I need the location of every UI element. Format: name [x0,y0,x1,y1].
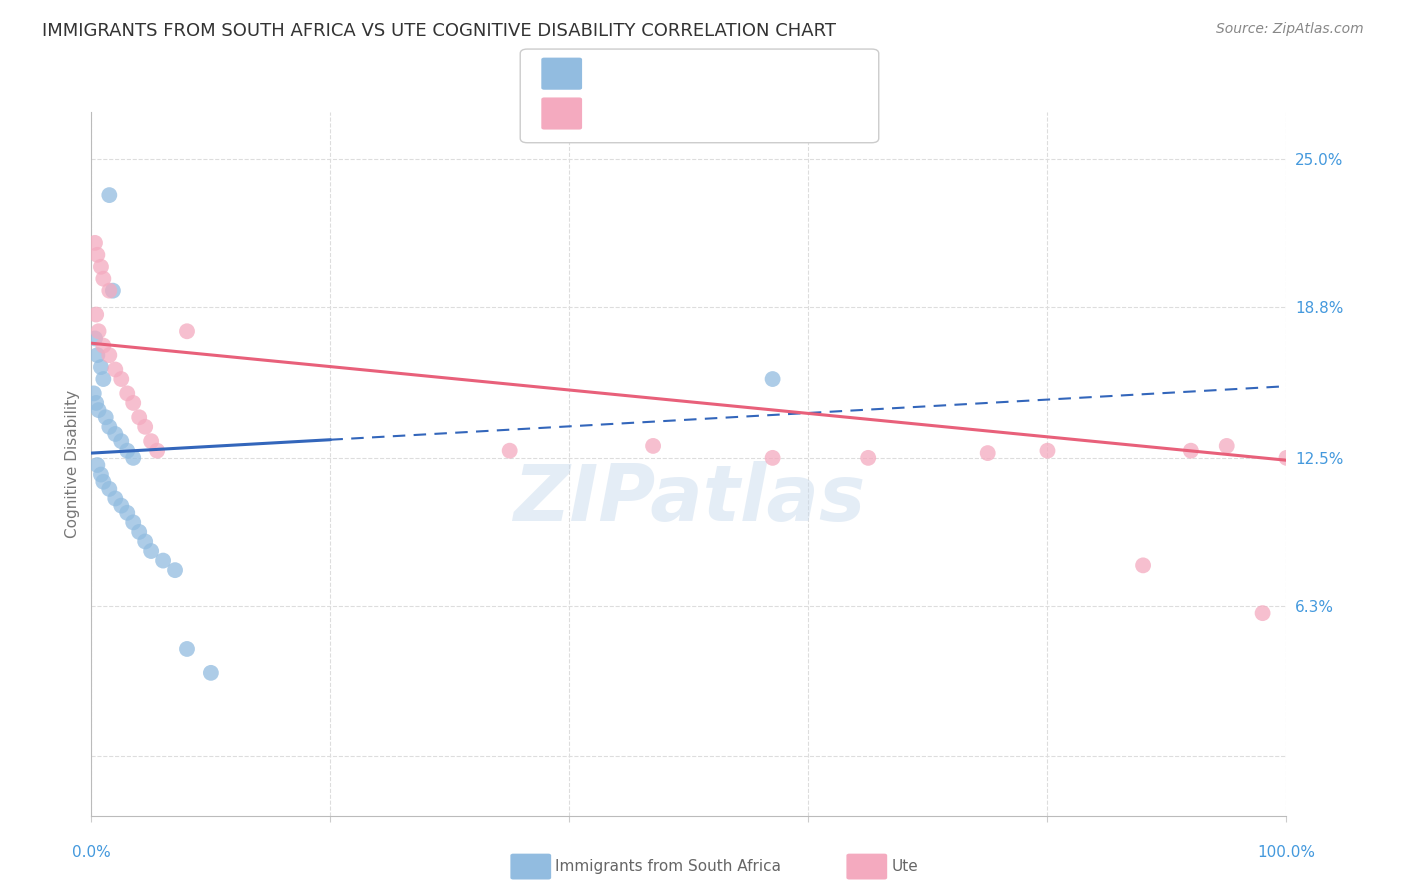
Point [1215,439,1237,453]
Text: Immigrants from South Africa: Immigrants from South Africa [555,859,782,873]
Point [98,188,121,202]
Point [128,524,150,539]
Text: R =: R = [593,105,621,120]
Point [90,260,112,274]
Point [84,235,107,250]
Point [141,434,162,449]
Text: R =: R = [593,65,621,80]
Point [163,563,186,577]
Text: 100.0%: 100.0% [1257,845,1316,860]
Point [87,403,110,417]
Point [176,324,198,338]
Point [128,410,150,425]
Point [1275,450,1298,465]
Point [498,443,520,458]
Point [90,360,112,375]
Point [146,443,169,458]
Point [104,491,127,506]
Point [1251,606,1274,620]
Point [176,642,198,657]
Point [115,443,138,458]
Point [641,439,664,453]
Point [98,348,121,362]
Text: 0.091: 0.091 [633,65,686,80]
Point [93,475,114,489]
Point [94,410,117,425]
Point [101,284,124,298]
Point [84,396,107,410]
Point [1036,443,1059,458]
Point [1132,558,1154,573]
Text: IMMIGRANTS FROM SOUTH AFRICA VS UTE COGNITIVE DISABILITY CORRELATION CHART: IMMIGRANTS FROM SOUTH AFRICA VS UTE COGN… [42,22,837,40]
Text: N =: N = [706,65,735,80]
Point [141,544,162,558]
Point [110,499,132,513]
Point [98,419,121,434]
Point [856,450,880,465]
Text: Ute: Ute [891,859,918,873]
Point [1180,443,1202,458]
Point [93,271,114,285]
Point [200,665,222,680]
Text: 29: 29 [745,105,772,120]
Point [98,482,121,496]
Point [84,308,107,322]
Point [90,467,112,482]
Text: Source: ZipAtlas.com: Source: ZipAtlas.com [1216,22,1364,37]
Point [976,446,998,460]
Point [122,396,145,410]
Point [115,506,138,520]
Point [761,372,783,386]
Point [110,434,132,449]
Text: N =: N = [706,105,735,120]
Point [122,450,145,465]
Point [98,284,121,298]
Point [87,324,110,338]
Point [104,427,127,442]
Point [110,372,132,386]
Point [761,450,783,465]
Point [93,338,114,352]
Point [84,331,107,345]
Point [86,458,108,472]
Point [115,386,138,401]
Text: 31: 31 [745,65,772,80]
Point [152,553,174,567]
Point [122,516,145,530]
Text: ZIPatlas: ZIPatlas [513,461,865,537]
Point [86,248,108,262]
Text: -0.260: -0.260 [633,105,688,120]
Point [93,372,114,386]
Y-axis label: Cognitive Disability: Cognitive Disability [65,390,80,538]
Point [104,362,127,376]
Text: 0.0%: 0.0% [72,845,111,860]
Point [134,419,156,434]
Point [134,534,156,549]
Point [86,348,108,362]
Point [83,386,105,401]
